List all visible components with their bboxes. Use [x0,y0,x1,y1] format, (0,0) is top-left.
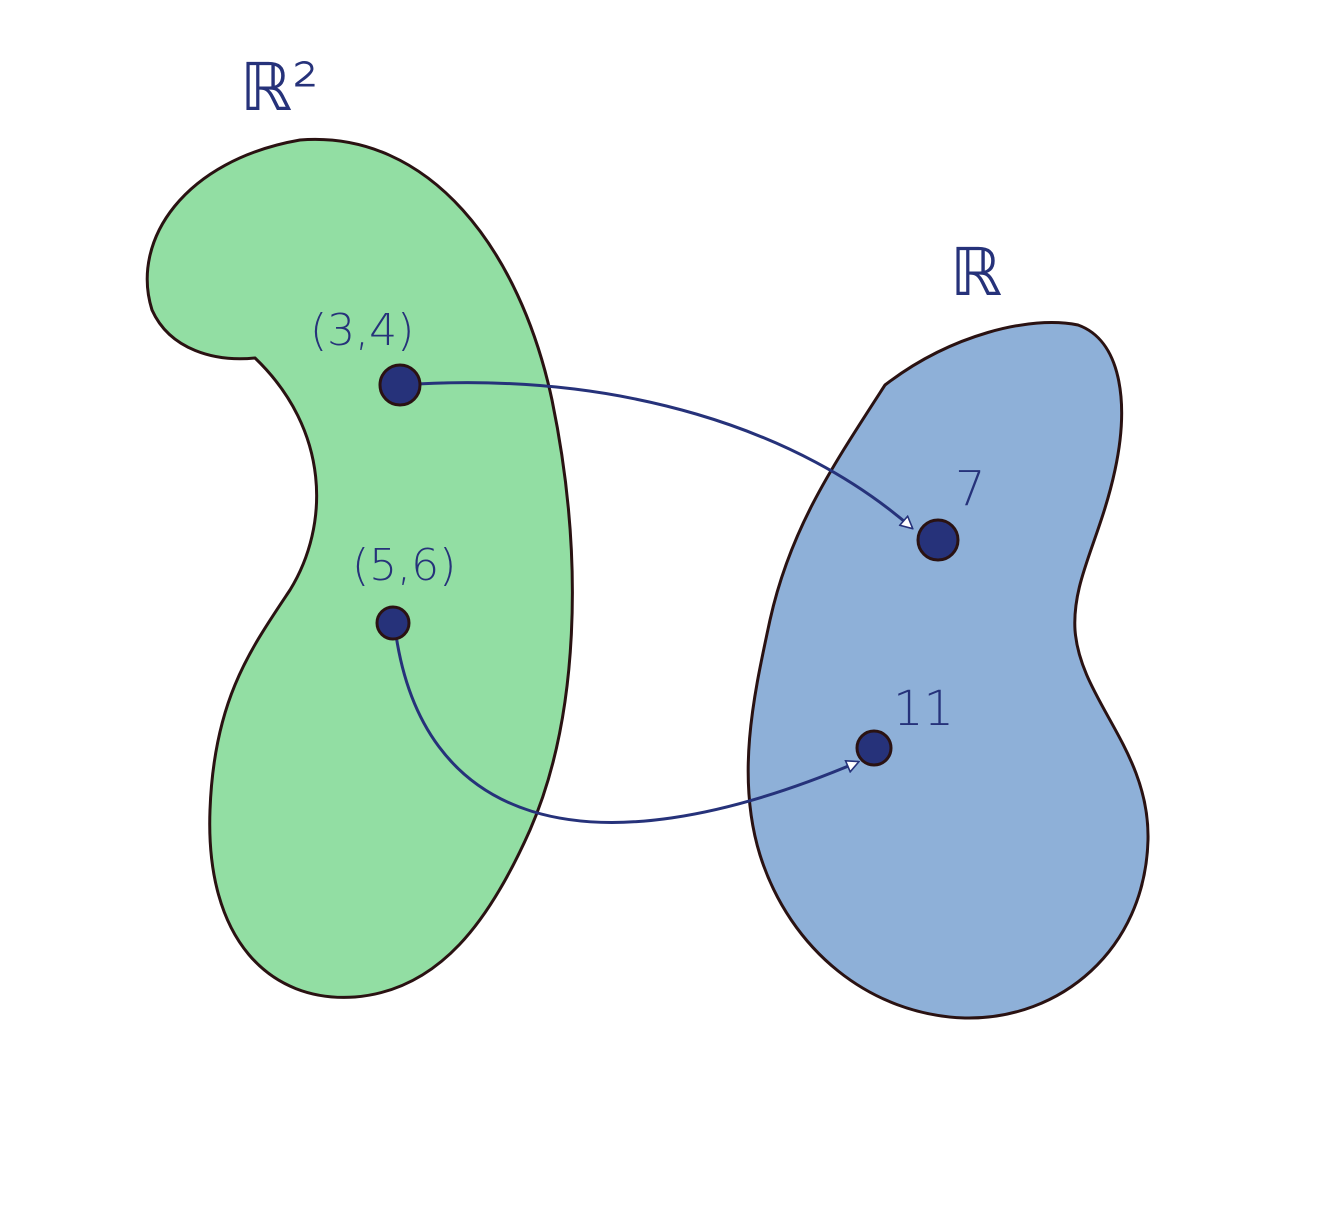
input-point-3-4 [378,363,422,407]
input-point-5-6 [375,605,411,641]
mapping-arrow-1 [399,381,912,528]
output-label-1: 7 [955,461,986,517]
input-label-2: (5,6) [352,540,456,591]
domain-set-blob [145,137,574,999]
input-label-1: (3,4) [310,305,414,356]
output-point-11 [855,729,893,767]
mapping-arrow-2 [393,627,858,824]
output-label-2: 11 [893,681,954,737]
codomain-label: ℝ [950,234,1002,311]
output-point-7 [916,518,960,562]
domain-label: ℝ² [240,49,319,126]
codomain-set-blob [746,321,1150,1020]
